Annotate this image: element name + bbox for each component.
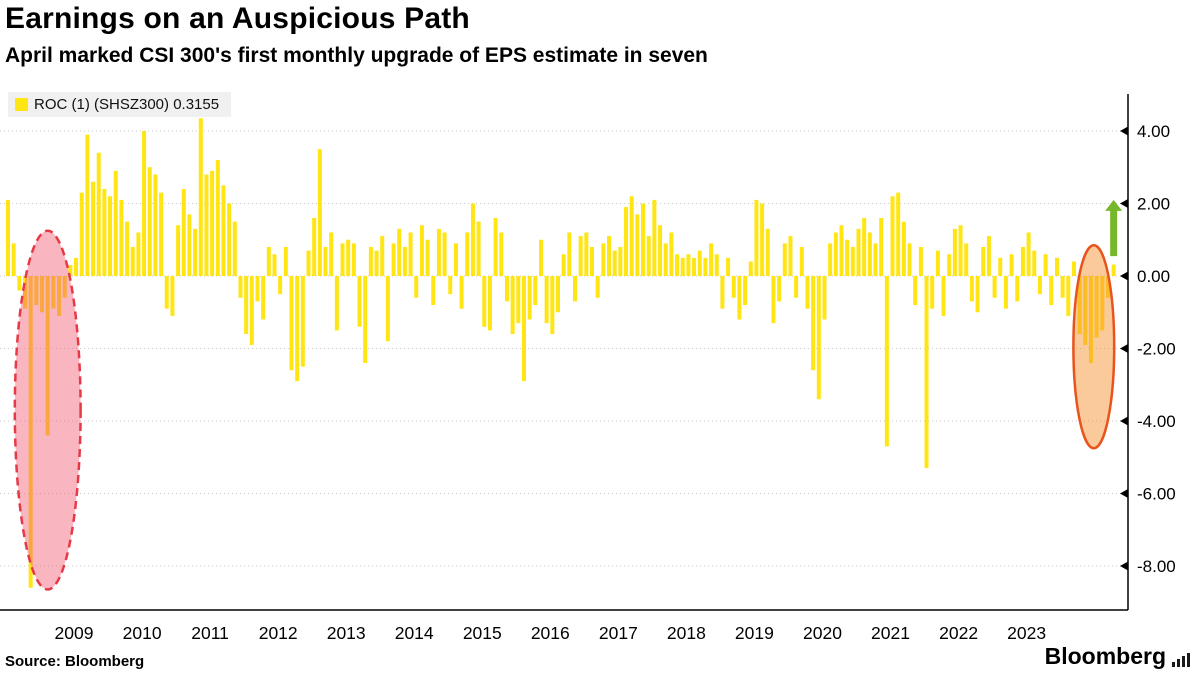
svg-text:2012: 2012 xyxy=(259,623,298,643)
legend-label: ROC (1) (SHSZ300) 0.3155 xyxy=(34,96,220,113)
bloomberg-wordmark: Bloomberg xyxy=(1044,643,1166,669)
bloomberg-terminal-icon xyxy=(1172,653,1190,670)
svg-text:2010: 2010 xyxy=(123,623,162,643)
bars xyxy=(6,118,1116,588)
svg-text:2014: 2014 xyxy=(395,623,434,643)
chart-svg: 4.00 2.00 0.00 -2.00 -4.00 -6.00 -8.00 2009 2010… xyxy=(0,94,1176,643)
svg-text:-4.00: -4.00 xyxy=(1137,412,1176,431)
crisis-ellipse xyxy=(13,229,82,591)
svg-text:2019: 2019 xyxy=(735,623,774,643)
svg-text:2013: 2013 xyxy=(327,623,366,643)
svg-text:-8.00: -8.00 xyxy=(1137,557,1176,576)
legend-swatch xyxy=(15,98,28,111)
svg-text:-6.00: -6.00 xyxy=(1137,485,1176,504)
recent-ellipse xyxy=(1072,243,1116,450)
svg-text:2021: 2021 xyxy=(871,623,910,643)
svg-text:2023: 2023 xyxy=(1007,623,1046,643)
svg-text:2020: 2020 xyxy=(803,623,842,643)
chart-area: 4.00 2.00 0.00 -2.00 -4.00 -6.00 -8.00 2009 2010… xyxy=(0,90,1200,650)
svg-text:2016: 2016 xyxy=(531,623,570,643)
svg-text:2.00: 2.00 xyxy=(1137,195,1170,214)
source-note: Source: Bloomberg xyxy=(5,653,145,670)
svg-text:2009: 2009 xyxy=(55,623,94,643)
svg-text:2011: 2011 xyxy=(191,623,229,643)
svg-text:2017: 2017 xyxy=(599,623,638,643)
svg-text:0.00: 0.00 xyxy=(1137,267,1170,286)
bloomberg-logo: Bloomberg xyxy=(1045,643,1190,670)
chart-legend: ROC (1) (SHSZ300) 0.3155 xyxy=(8,92,232,117)
svg-text:2018: 2018 xyxy=(667,623,706,643)
page-subtitle: April marked CSI 300's first monthly upg… xyxy=(5,44,708,67)
svg-text:4.00: 4.00 xyxy=(1137,122,1170,141)
page-title: Earnings on an Auspicious Path xyxy=(5,2,470,35)
svg-text:2015: 2015 xyxy=(463,623,502,643)
svg-text:2022: 2022 xyxy=(939,623,978,643)
upgrade-arrow-icon xyxy=(1105,199,1123,257)
svg-text:-2.00: -2.00 xyxy=(1137,340,1176,359)
